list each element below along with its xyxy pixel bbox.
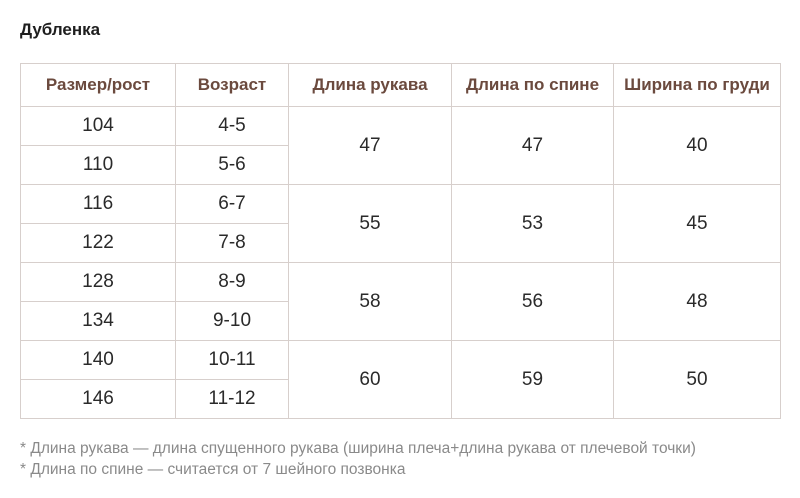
size-cell: 122 <box>20 223 176 263</box>
age-cell: 6-7 <box>175 184 289 224</box>
table-row: 146 11-12 <box>20 379 781 419</box>
table-row: 122 7-8 <box>20 223 781 263</box>
size-cell: 116 <box>20 184 176 224</box>
size-cell: 146 <box>20 379 176 419</box>
age-cell: 4-5 <box>175 106 289 146</box>
footnote-sleeve: * Длина рукава — длина спущенного рукава… <box>20 440 696 457</box>
footnotes: * Длина рукава — длина спущенного рукава… <box>20 438 696 480</box>
chest-width-cell: 48 <box>613 262 781 341</box>
size-cell: 134 <box>20 301 176 341</box>
size-cell: 104 <box>20 106 176 146</box>
back-length-cell: 59 <box>451 340 614 419</box>
age-cell: 5-6 <box>175 145 289 185</box>
size-cell: 140 <box>20 340 176 380</box>
size-cell: 110 <box>20 145 176 185</box>
page-title: Дубленка <box>20 20 101 39</box>
back-length-cell: 47 <box>451 106 614 185</box>
age-cell: 11-12 <box>175 379 289 419</box>
table-row: 140 10-11 60 59 50 <box>20 340 781 419</box>
table-row: 104 4-5 47 47 40 <box>20 106 781 185</box>
size-table: Размер/рост Возраст Длина рукава Длина п… <box>20 63 781 419</box>
header-chest-width: Ширина по груди <box>613 63 781 107</box>
age-cell: 8-9 <box>175 262 289 302</box>
size-cell: 128 <box>20 262 176 302</box>
footnote-back: * Длина по спине — считается от 7 шейног… <box>20 461 406 478</box>
sleeve-length-cell: 47 <box>288 106 452 185</box>
age-cell: 9-10 <box>175 301 289 341</box>
sleeve-length-cell: 60 <box>288 340 452 419</box>
age-cell: 7-8 <box>175 223 289 263</box>
header-age: Возраст <box>175 63 289 107</box>
sleeve-length-cell: 55 <box>288 184 452 263</box>
chest-width-cell: 50 <box>613 340 781 419</box>
table-row: 134 9-10 <box>20 301 781 341</box>
chest-width-cell: 40 <box>613 106 781 185</box>
table-row: 110 5-6 <box>20 145 781 185</box>
table-header-row: Размер/рост Возраст Длина рукава Длина п… <box>20 63 781 107</box>
back-length-cell: 53 <box>451 184 614 263</box>
back-length-cell: 56 <box>451 262 614 341</box>
chest-width-cell: 45 <box>613 184 781 263</box>
header-sleeve-length: Длина рукава <box>288 63 452 107</box>
table-row: 128 8-9 58 56 48 <box>20 262 781 341</box>
sleeve-length-cell: 58 <box>288 262 452 341</box>
age-cell: 10-11 <box>175 340 289 380</box>
table-row: 116 6-7 55 53 45 <box>20 184 781 263</box>
header-back-length: Длина по спине <box>451 63 614 107</box>
header-size: Размер/рост <box>20 63 176 107</box>
